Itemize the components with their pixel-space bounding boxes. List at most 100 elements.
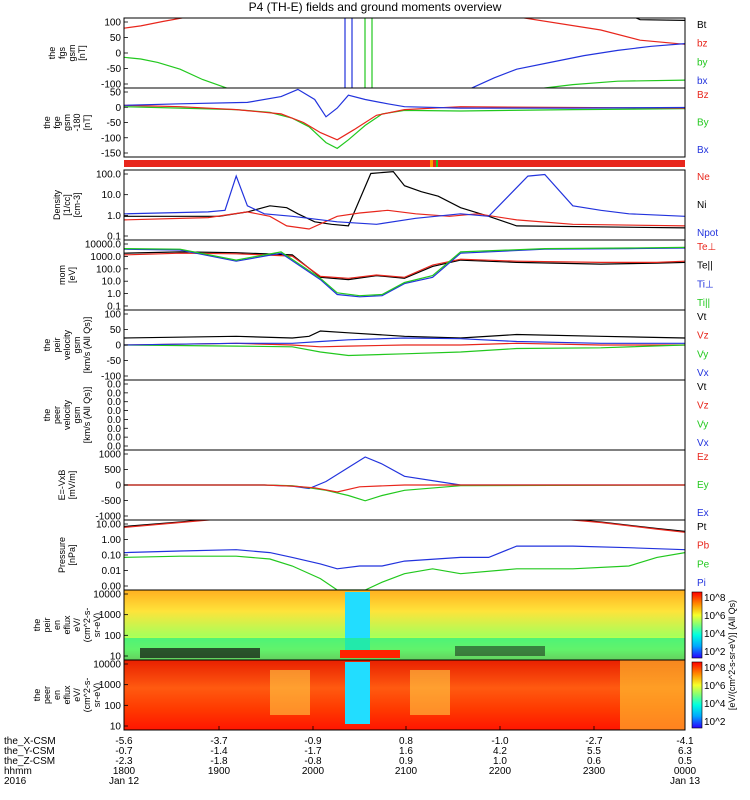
y-axis-label: [1/cc] bbox=[62, 194, 72, 216]
x-axis-value: 1900 bbox=[208, 766, 231, 777]
panel-fge: Bz By Bx 50 0 -50 -100 -150 the fge gsm -180 [nT] bbox=[42, 87, 709, 160]
panel-density: Ne Ni Npot 100.0 10.0 1.0 0.1 Density [1/cc] [cm-… bbox=[52, 169, 718, 243]
y-tick-label: 0 bbox=[115, 481, 121, 492]
heatmap-feature bbox=[140, 648, 260, 658]
series-line-Pe bbox=[124, 552, 685, 590]
colorbar-label: [eV/(cm^2-s-sr-eV)] (All Qs) bbox=[727, 600, 737, 710]
legend-entry: Vx bbox=[697, 368, 709, 379]
y-tick-label: 0 bbox=[115, 341, 121, 352]
panel-peir_vel: Vt Vz Vy Vx 100 50 0 -50 -100 the peir velocity gsm[… bbox=[42, 309, 709, 383]
x-axis-value: 0.8 bbox=[399, 736, 413, 747]
colorbar-tick-label: 10^8 bbox=[704, 593, 726, 604]
legend-entry: Ey bbox=[697, 480, 709, 491]
y-axis-label: the bbox=[32, 689, 42, 702]
y-axis-label: [nT] bbox=[77, 45, 87, 61]
colorbar-tick-label: 10^6 bbox=[704, 681, 726, 692]
panel-frame bbox=[123, 519, 686, 591]
heatmap-feature bbox=[620, 660, 685, 730]
y-tick-label: 1.0 bbox=[107, 211, 121, 222]
y-axis-label: the bbox=[47, 47, 57, 60]
x-axis-value: -2.3 bbox=[115, 756, 133, 767]
heatmap-feature bbox=[340, 650, 400, 658]
y-axis-label: (cm^2-s- bbox=[82, 678, 92, 713]
series-line-Te⊥ bbox=[124, 252, 685, 279]
y-tick-label: 0.0 bbox=[107, 415, 121, 426]
y-tick-label: 0.1 bbox=[107, 302, 121, 313]
y-axis-label: (cm^2-s- bbox=[82, 608, 92, 643]
x-axis-value: 6.3 bbox=[678, 746, 692, 757]
y-axis-label: [km/s (All Qs)] bbox=[82, 387, 92, 444]
x-axis-value: 1.0 bbox=[493, 756, 507, 767]
x-axis-value: Jan 13 bbox=[670, 776, 700, 787]
y-axis-label: peer bbox=[42, 686, 52, 704]
legend-entry: Pb bbox=[697, 541, 710, 552]
legend-entry: bz bbox=[697, 39, 708, 50]
series-line-Vx bbox=[124, 337, 685, 346]
x-axis-value: -0.7 bbox=[115, 746, 133, 757]
y-tick-label: 10.0 bbox=[102, 277, 122, 288]
series-line-Te|| bbox=[124, 251, 685, 281]
series-line-Ti⊥ bbox=[124, 247, 685, 298]
y-axis-label: gsm bbox=[67, 44, 77, 61]
x-axis-value: -0.9 bbox=[304, 736, 322, 747]
legend-entry: Te⊥ bbox=[697, 242, 716, 253]
status-bar-marker bbox=[430, 160, 433, 167]
series-line-bx bbox=[471, 43, 685, 88]
legend-entry: Ne bbox=[697, 172, 710, 183]
series-group bbox=[124, 246, 685, 298]
y-axis-label: velocity bbox=[62, 399, 72, 430]
panel-pressure: Pt Pb Pe Pi 10.00 1.00 0.10 0.01 0.00 Pressure [nP… bbox=[57, 519, 710, 593]
y-axis-label: the bbox=[32, 619, 42, 632]
series-group bbox=[124, 520, 685, 590]
y-axis-label: [nPa] bbox=[67, 544, 77, 565]
panel-frame bbox=[123, 169, 686, 241]
heatmap-feature bbox=[455, 646, 545, 656]
legend-entry: Vx bbox=[697, 438, 709, 449]
y-tick-label: 1000 bbox=[99, 680, 122, 691]
y-axis-label: en bbox=[52, 690, 62, 700]
series-line-Ex bbox=[124, 456, 685, 490]
y-axis-label: [nT] bbox=[82, 115, 92, 131]
y-tick-label: 100 bbox=[104, 701, 121, 712]
series-group bbox=[124, 456, 685, 502]
y-tick-label: 0.0 bbox=[107, 433, 121, 444]
heatmap-background bbox=[124, 660, 685, 730]
y-axis-label: gsm bbox=[72, 406, 82, 423]
panel-frame bbox=[123, 87, 686, 158]
series-line-Ez bbox=[124, 484, 685, 493]
colorbar-tick-label: 10^4 bbox=[704, 699, 726, 710]
x-axis-value: -0.8 bbox=[304, 756, 322, 767]
legend-entry: Ti⊥ bbox=[697, 279, 714, 290]
legend-entry: bx bbox=[697, 76, 708, 87]
colorbar-tick-label: 10^8 bbox=[704, 663, 726, 674]
y-axis-label: [km/s (All Qs)] bbox=[82, 317, 92, 374]
heatmap-feature bbox=[345, 662, 370, 724]
x-axis-row-label: the_Z-CSM bbox=[4, 756, 55, 767]
status-bar-marker bbox=[436, 160, 438, 167]
y-tick-label: -50 bbox=[107, 118, 122, 129]
legend-entry: Vy bbox=[697, 419, 708, 430]
y-tick-label: 0 bbox=[115, 103, 121, 114]
y-tick-label: 10000.0 bbox=[85, 240, 122, 251]
colorbar bbox=[691, 661, 703, 729]
y-axis-label: gsm bbox=[62, 114, 72, 131]
y-tick-label: 10000 bbox=[93, 660, 121, 671]
legend-entry: Te|| bbox=[697, 261, 713, 272]
y-tick-label: 100.0 bbox=[96, 170, 121, 181]
y-tick-label: 50 bbox=[110, 33, 122, 44]
y-axis-label: sr-eV) bbox=[92, 683, 102, 708]
y-tick-label: 0.0 bbox=[107, 397, 121, 408]
legend-entry: Vz bbox=[697, 331, 709, 342]
y-axis-label: gsm bbox=[72, 336, 82, 353]
y-axis-label: [mV/m] bbox=[67, 471, 77, 500]
legend-entry: Npot bbox=[697, 228, 718, 239]
y-tick-label: 0.0 bbox=[107, 380, 121, 391]
colorbar-tick-label: 10^2 bbox=[704, 717, 726, 728]
y-tick-label: 0.0 bbox=[107, 442, 121, 453]
y-tick-label: 0.0 bbox=[107, 424, 121, 435]
y-tick-label: 10.00 bbox=[96, 520, 121, 531]
legend-entry: Bz bbox=[697, 90, 709, 101]
x-axis-value: 2200 bbox=[489, 766, 512, 777]
y-tick-label: -50 bbox=[107, 64, 122, 75]
